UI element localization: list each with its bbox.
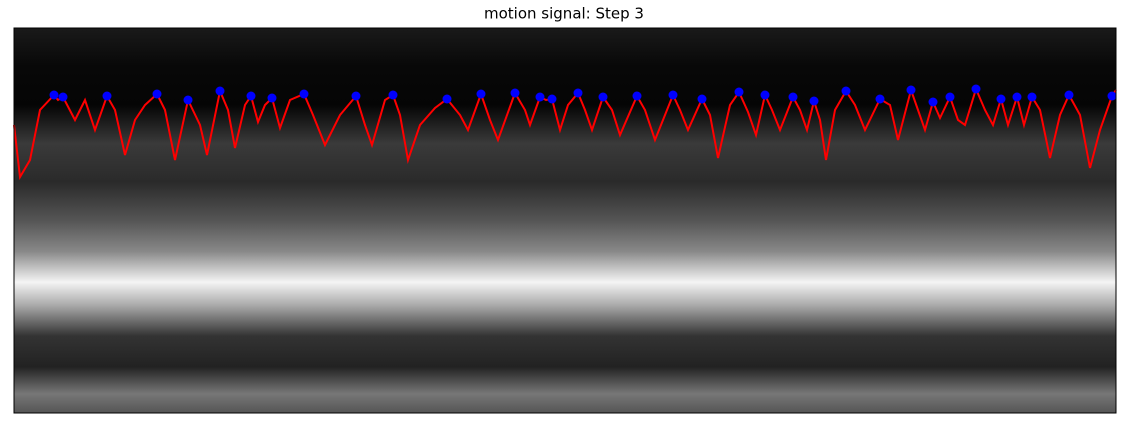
peak-point — [476, 89, 486, 99]
peak-point — [152, 89, 162, 99]
peak-point — [928, 97, 938, 107]
peak-point — [1012, 92, 1022, 102]
signal-line — [13, 86, 1117, 181]
peak-point — [788, 92, 798, 102]
plot-area — [13, 84, 1117, 181]
peak-point — [734, 87, 744, 97]
peak-point — [841, 86, 851, 96]
peak-point — [760, 90, 770, 100]
peak-point — [183, 95, 193, 105]
peak-point — [58, 92, 68, 102]
peak-point — [697, 94, 707, 104]
peak-point — [267, 93, 277, 103]
peak-point — [1107, 91, 1117, 101]
peak-point — [351, 91, 361, 101]
peak-point — [1027, 92, 1037, 102]
background-image — [14, 28, 1116, 413]
peak-point — [510, 88, 520, 98]
peak-point — [875, 94, 885, 104]
peak-point — [442, 94, 452, 104]
peak-point — [668, 90, 678, 100]
peak-point — [598, 92, 608, 102]
peak-point — [906, 85, 916, 95]
peak-point — [547, 94, 557, 104]
peak-point — [1064, 90, 1074, 100]
peak-point — [632, 91, 642, 101]
chart-title: motion signal: Step 3 — [484, 5, 644, 23]
peak-point — [535, 92, 545, 102]
peak-point — [388, 90, 398, 100]
axes-frame — [13, 27, 1117, 414]
peak-point — [102, 91, 112, 101]
peak-point — [945, 92, 955, 102]
peak-point — [246, 91, 256, 101]
peak-point — [215, 86, 225, 96]
peak-point — [49, 90, 59, 100]
peak-point — [996, 94, 1006, 104]
peak-point — [299, 89, 309, 99]
peak-point — [809, 96, 819, 106]
peak-point — [971, 84, 981, 94]
peak-point — [573, 88, 583, 98]
